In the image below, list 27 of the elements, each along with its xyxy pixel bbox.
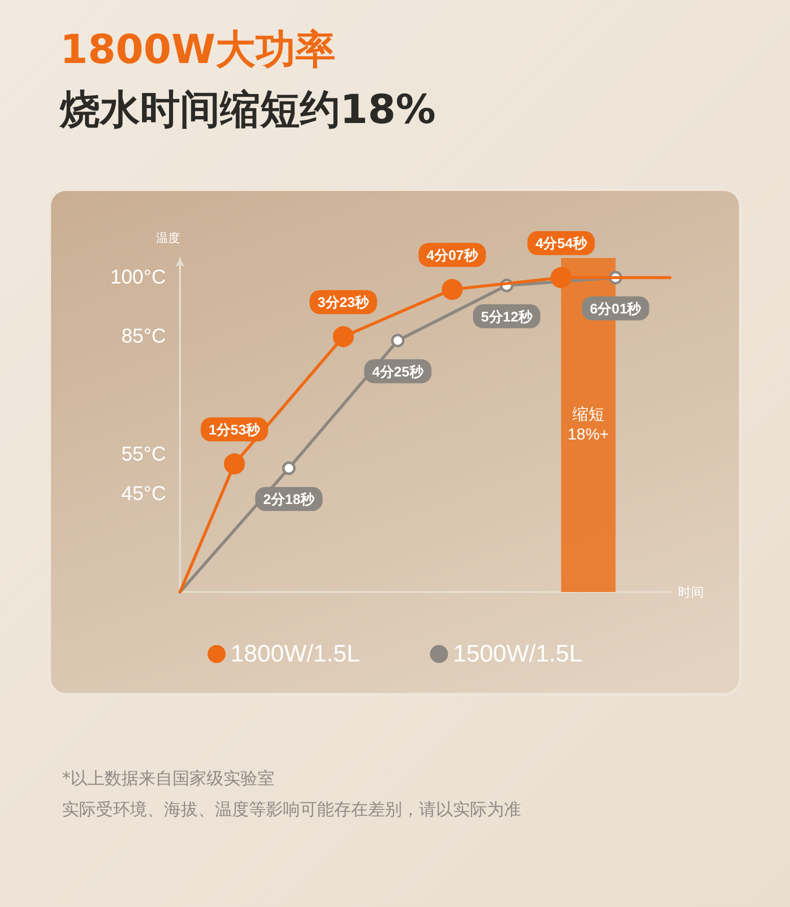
x-axis-title: 时间 [678, 584, 704, 600]
y-tick-label: 55°C [121, 443, 166, 466]
x-tick-label: 3分23秒 [318, 294, 370, 310]
text: 实际受环境、海拔、温度等影响可能存在差别，请以实际为准 [62, 799, 521, 822]
point [550, 267, 572, 288]
point [224, 453, 245, 474]
text: *以上数据来自国家级实验室 [62, 768, 276, 791]
y-tick-label: 45°C [121, 482, 166, 505]
legend-label: 1800W/1.5L [230, 640, 360, 668]
x-tick-label: 4分07秒 [426, 246, 479, 263]
legend-label: 1500W/1.5L [453, 640, 582, 668]
x-tick-label: 4分25秒 [372, 363, 424, 380]
y-tick-label: 85°C [121, 326, 166, 348]
point [332, 326, 354, 348]
y-tick-label: 100°C [110, 266, 166, 289]
chart-subtitle: 烧水时间缩短约18% [60, 86, 436, 135]
y-axis-title: 温度 [156, 231, 180, 245]
chart-title: 1800W大功率 [60, 26, 336, 75]
point [282, 461, 296, 475]
point [442, 278, 463, 300]
point [391, 334, 405, 348]
x-tick-label: 1分53秒 [208, 421, 262, 438]
x-tick-label: 6分01秒 [590, 300, 642, 316]
x-tick-label: 4分54秒 [535, 235, 588, 252]
band-label: 缩短 18%+ [568, 406, 610, 444]
x-tick-label: 2分18秒 [263, 490, 316, 507]
x-tick-label: 5分12秒 [480, 308, 534, 324]
